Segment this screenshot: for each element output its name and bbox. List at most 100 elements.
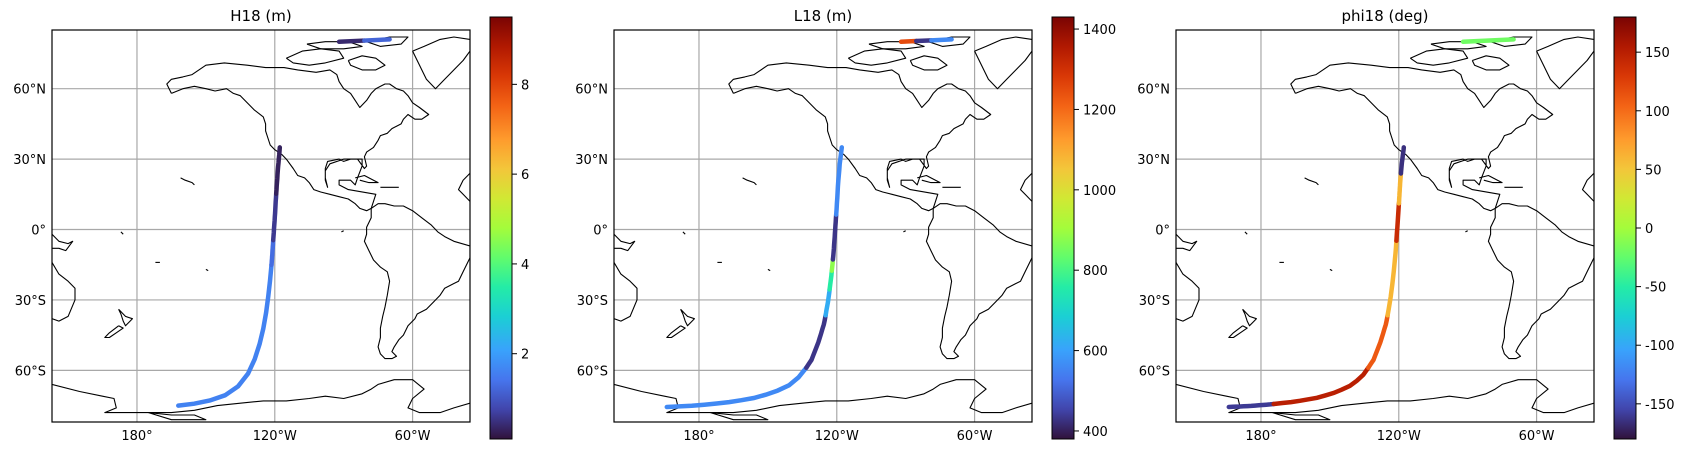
coastline-antarctica <box>1176 379 1594 414</box>
map-panel-1: H18 (m) 180° 120°W 60°W 60°N 30°N 0° 30°S 60°S 2 4… <box>13 7 529 444</box>
coastline-northAmerica <box>166 62 430 212</box>
map-frame <box>51 29 471 423</box>
track-segment-1 <box>1226 401 1276 410</box>
lon-tick-label: 60°W <box>395 429 431 444</box>
coastline-cuba <box>1479 174 1503 184</box>
arctic-track-segment-2 <box>913 38 934 44</box>
track-segment-7 <box>1398 145 1407 176</box>
coastline-southAmerica <box>363 203 470 360</box>
lon-tick-label: 180° <box>683 429 714 444</box>
lat-tick-label: 60°S <box>577 364 608 379</box>
coastline-hawaii <box>742 177 757 186</box>
arctic-track-segment-1 <box>898 38 919 44</box>
colorbar-tick-label: 50 <box>1645 163 1662 178</box>
track-segment-5 <box>1394 201 1402 244</box>
coastline-newZealandN <box>118 308 133 327</box>
lon-tick-label: 120°W <box>815 429 859 444</box>
track-segment-2 <box>1271 365 1371 407</box>
lat-tick-label: 0° <box>593 224 608 239</box>
colorbar <box>489 16 513 440</box>
track-segment-1 <box>664 365 809 410</box>
colorbar-tick-label: 1000 <box>1083 184 1116 199</box>
coastline-iceShelf <box>1272 412 1331 421</box>
coastline-pacificIs3 <box>120 231 124 235</box>
lat-tick-label: 30°N <box>575 153 608 168</box>
lat-tick-label: 0° <box>1155 224 1170 239</box>
colorbar-tick-label: 800 <box>1083 264 1108 279</box>
coastline-pacificIs3 <box>682 231 686 235</box>
coastline-pacificIs2 <box>1329 268 1333 272</box>
track-segment-3 <box>823 287 832 318</box>
lat-tick-label: 0° <box>31 224 46 239</box>
coastline-pacificIs3 <box>1244 231 1248 235</box>
track-segment-2 <box>269 237 276 268</box>
coastline-iceShelf <box>710 412 769 421</box>
colorbar <box>1613 16 1637 440</box>
colorbar-tick-label: 600 <box>1083 345 1108 360</box>
coastline-newZealandS <box>1228 325 1248 339</box>
coastline-cuba <box>355 174 379 184</box>
coastline-galapagos <box>1465 230 1468 233</box>
coastline-australia <box>52 262 76 322</box>
lat-tick-label: 60°S <box>1139 364 1170 379</box>
coastline-arctic2 <box>1471 55 1510 71</box>
coastline-arctic3 <box>868 41 925 50</box>
coastline-newZealandS <box>104 325 124 339</box>
coastline-africaW <box>1581 172 1594 202</box>
track-segment-6 <box>830 212 839 262</box>
map-area <box>1176 30 1594 422</box>
coastline-arctic2 <box>347 55 386 71</box>
colorbar-tick-label: -50 <box>1645 281 1666 296</box>
coastline-africaW <box>457 172 470 202</box>
track-segment-3 <box>270 191 279 243</box>
coastline-hawaii <box>1304 177 1319 186</box>
map-area <box>52 30 470 422</box>
track-segment-2 <box>804 313 828 370</box>
lat-tick-label: 30°S <box>577 294 608 309</box>
coastline-greenland <box>974 36 1032 90</box>
lon-tick-label: 120°W <box>253 429 297 444</box>
arctic-track-segment-1 <box>336 38 367 44</box>
coastline-png <box>52 233 74 252</box>
coastline-newZealandN <box>1242 308 1257 327</box>
coastline-southAmerica <box>925 203 1032 360</box>
map-area <box>614 30 1032 422</box>
coastline-pacificIs2 <box>767 268 771 272</box>
arctic-track-segment-3 <box>929 37 954 43</box>
lat-tick-label: 60°S <box>15 364 46 379</box>
colorbar-tick-label: 150 <box>1645 46 1670 61</box>
panel-title: H18 (m) <box>230 7 291 25</box>
coastline-southAmerica <box>1487 203 1594 360</box>
track-segment-4 <box>1385 238 1399 318</box>
colorbar-tick-label: 6 <box>521 168 529 183</box>
lon-tick-label: 60°W <box>1519 429 1555 444</box>
coastline-antarctica <box>614 379 1032 414</box>
lon-tick-label: 120°W <box>1377 429 1421 444</box>
track-segment-7 <box>833 145 845 217</box>
coastline-northAmerica <box>728 62 992 212</box>
track-segment-1 <box>176 262 274 408</box>
panel-title: phi18 (deg) <box>1341 7 1428 25</box>
colorbar-tick-label: 4 <box>521 258 529 273</box>
colorbar <box>1051 16 1075 440</box>
coastline-hawaii <box>180 177 195 186</box>
coastline-pacificIs2 <box>205 268 209 272</box>
map-frame <box>613 29 1033 423</box>
colorbar-tick-label: 1400 <box>1083 23 1116 38</box>
lat-tick-label: 30°S <box>1139 294 1170 309</box>
coastline-iceShelf <box>148 412 207 421</box>
lat-tick-label: 60°N <box>1137 83 1170 98</box>
coastline-arctic1 <box>847 48 907 66</box>
coastline-africaW <box>1019 172 1032 202</box>
track-segment-3 <box>1366 313 1390 370</box>
colorbar-tick-label: 400 <box>1083 425 1108 440</box>
lon-tick-label: 180° <box>1245 429 1276 444</box>
coastline-greenland <box>1536 36 1594 90</box>
map-panel-3: phi18 (deg) 180° 120°W 60°W 60°N 30°N 0° 30°S 60… <box>1137 7 1674 444</box>
coastline-galapagos <box>341 230 344 233</box>
coastline-greenland <box>412 36 470 90</box>
coastline-cuba <box>917 174 941 184</box>
coastline-australia <box>1176 262 1200 322</box>
colorbar-tick-label: 2 <box>521 348 529 363</box>
